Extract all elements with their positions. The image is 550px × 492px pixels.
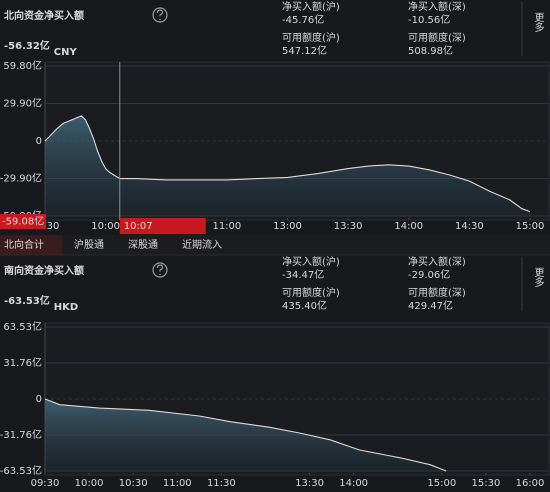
- stat-value: -29.06亿: [408, 268, 450, 281]
- stat-label: 可用额度(沪): [282, 31, 340, 44]
- y-tick-label: -31.76亿: [0, 428, 42, 441]
- x-tick-label: 16:00: [516, 478, 545, 489]
- y-tick-label: 63.53亿: [3, 320, 42, 333]
- stat-label: 可用额度(深): [408, 31, 466, 44]
- y-tick-label: 31.76亿: [3, 356, 42, 369]
- stat-label: 可用额度(深): [408, 286, 466, 299]
- tab[interactable]: 深股通: [128, 239, 158, 251]
- x-tick-label: 10:00: [75, 478, 104, 489]
- stat-value: -45.76亿: [282, 13, 324, 26]
- help-icon[interactable]: [152, 262, 168, 278]
- panel-title: 南向资金净买入额: [4, 264, 84, 277]
- x-tick-label: 11:00: [212, 221, 241, 232]
- more-button[interactable]: 更多: [532, 12, 544, 33]
- x-tick-label: 13:00: [273, 221, 302, 232]
- x-tick-label: 15:30: [471, 478, 500, 489]
- tab-active-bg: [0, 235, 62, 255]
- stat-value: 508.98亿: [408, 44, 453, 57]
- stat-value: 435.40亿: [282, 299, 327, 312]
- stat-label: 净买入额(沪): [282, 255, 340, 268]
- stat-label: 净买入额(沪): [282, 0, 340, 13]
- tab[interactable]: 北向合计: [4, 238, 44, 251]
- x-tick-label: 15:00: [427, 478, 456, 489]
- x-tick-label: 14:00: [394, 221, 423, 232]
- help-icon[interactable]: [152, 7, 168, 23]
- crosshair-y-label: -59.08亿: [2, 215, 44, 228]
- area-fill: [45, 115, 530, 216]
- crosshair-x-label: 10:07: [124, 221, 153, 232]
- x-tick-label: 09:30: [31, 478, 60, 489]
- net-value: -63.53亿: [4, 294, 50, 307]
- stat-value: 547.12亿: [282, 44, 327, 57]
- stat-label: 可用额度(沪): [282, 286, 340, 299]
- y-tick-label: 0: [36, 136, 42, 147]
- net-value: -56.32亿: [4, 39, 50, 52]
- x-tick-label: 14:30: [455, 221, 484, 232]
- y-tick-label: -63.53亿: [0, 464, 42, 477]
- stat-label: 净买入额(深): [408, 255, 466, 268]
- x-tick-label: 13:30: [334, 221, 363, 232]
- x-tick-label: 10:00: [91, 221, 120, 232]
- currency: HKD: [54, 302, 78, 313]
- stat-value: 429.47亿: [408, 299, 453, 312]
- x-tick-label: 15:00: [516, 221, 545, 232]
- x-tick-label: 13:30: [295, 478, 324, 489]
- y-tick-label: 0: [36, 394, 42, 405]
- currency: CNY: [54, 47, 78, 58]
- x-tick-label: 14:00: [339, 478, 368, 489]
- x-tick-label: 11:00: [163, 478, 192, 489]
- help-icon-glyph: [156, 9, 164, 20]
- line: [44, 398, 447, 472]
- stat-label: 净买入额(深): [408, 0, 466, 13]
- crosshair-x-box: [119, 218, 206, 234]
- area-fill: [45, 399, 447, 471]
- y-tick-label: -29.90亿: [0, 172, 42, 185]
- y-tick-label: 59.80亿: [3, 59, 42, 72]
- line: [44, 115, 531, 213]
- x-tick-label: 11:30: [207, 478, 236, 489]
- tab[interactable]: 近期流入: [182, 238, 222, 251]
- help-icon-glyph: [156, 264, 164, 275]
- crosshair-y-box: [0, 214, 46, 229]
- tab-bar: [0, 235, 550, 255]
- panel-title: 北向资金净买入额: [4, 9, 84, 22]
- x-tick-label: 10:30: [119, 478, 148, 489]
- stat-value: -10.56亿: [408, 13, 450, 26]
- y-tick-label: 29.90亿: [3, 97, 42, 110]
- more-button[interactable]: 更多: [532, 267, 544, 288]
- tab[interactable]: 沪股通: [74, 238, 104, 251]
- stat-value: -34.47亿: [282, 268, 324, 281]
